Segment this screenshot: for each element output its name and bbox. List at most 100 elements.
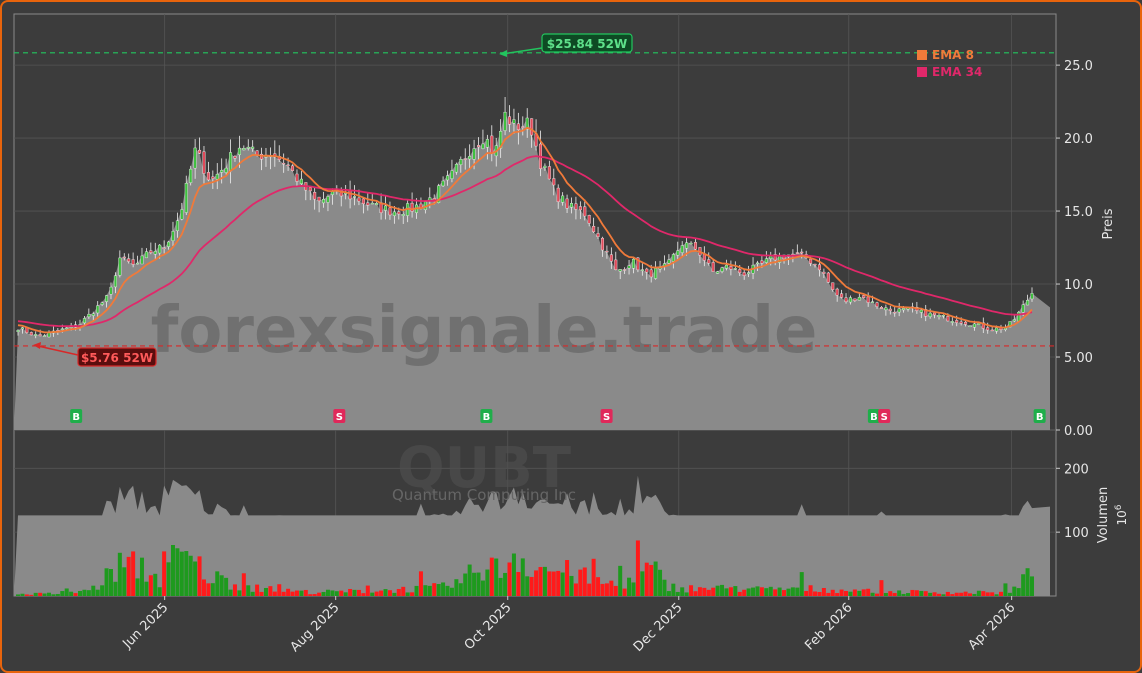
candle-up [503,111,507,131]
candle-up [724,264,728,269]
candle-up [472,148,476,160]
candle-down [955,320,959,323]
volume-bar [817,591,822,596]
candle-up [136,262,140,265]
volume-bar [82,589,87,596]
candle-down [840,293,844,298]
candle-up [171,231,175,241]
candle-down [578,206,582,211]
candle-up [91,313,95,316]
volume-bar [55,593,60,596]
candle-up [654,268,658,279]
candle-down [388,207,392,216]
candle-up [189,168,193,183]
candle-up [950,321,954,323]
ema-34-line [17,155,1033,328]
candle-up [764,258,768,263]
price-axis-ticks: 0.00 5.00 10.0 15.0 20.0 25.0 [1056,59,1093,439]
volume-bar [914,590,919,596]
volume-bar [866,588,871,596]
price-area [14,112,1050,430]
candle-down [583,206,587,217]
price-axis-label: Preis [1101,208,1116,239]
candle-down [862,295,866,299]
volume-bar [1030,576,1034,596]
candle-down [516,123,520,130]
volume-bar [733,586,738,596]
candle-down [879,307,883,309]
volume-bar [472,572,477,596]
candle-up [167,241,171,247]
volume-bar [418,571,423,596]
candle-up [158,244,162,254]
volume-bar [560,572,565,596]
candle-down [773,254,777,261]
price-tick-label: 15.0 [1064,205,1093,220]
volume-bar [813,591,818,596]
candle-down [198,149,202,154]
volume-bar [782,590,787,596]
candle-up [618,269,622,272]
volume-bar [250,591,255,596]
candle-up [229,152,233,172]
date-tick-label: Apr 2026 [966,600,1019,653]
candle-down [711,262,715,272]
price-tick-label: 5.00 [1064,351,1093,366]
candle-down [131,259,135,265]
volume-bar [795,587,800,596]
candle-up [995,327,999,332]
candle-down [202,151,206,174]
volume-bar [401,586,406,596]
volume-bar [821,587,826,596]
price-tick-label: 0.00 [1064,424,1093,439]
volume-bar [839,589,844,596]
volume-bar [671,583,676,596]
candle-down [636,257,640,271]
candle-down [490,135,494,154]
volume-bar [724,588,729,596]
candle-up [193,147,197,169]
volume-bar [463,573,468,596]
volume-bar [325,589,330,596]
candle-up [871,301,875,303]
candle-up [676,250,680,256]
candle-up [512,119,516,124]
company-watermark: Quantum Computing Inc [392,486,576,504]
candle-up [525,117,529,130]
volume-bar [290,591,295,596]
volume-bar [906,593,911,596]
volume-bar [396,589,401,596]
candle-up [499,131,503,149]
candle-down [565,198,569,209]
candle-up [246,146,250,149]
candle-down [127,258,131,262]
candle-down [313,192,317,200]
candle-up [437,185,441,203]
volume-bar [113,581,118,596]
candle-up [627,265,631,269]
candle-up [968,325,972,328]
candle-up [441,180,445,187]
volume-bar [64,588,69,596]
volume-bar [286,588,291,596]
legend: EMA 8 EMA 34 [917,48,982,79]
volume-bar [467,564,472,596]
candle-up [20,327,24,330]
volume-bar [600,583,605,596]
volume-bar [573,583,578,596]
candle-down [361,198,365,205]
volume-bar [108,569,113,596]
volume-bar [343,592,348,596]
legend-ema34-label: EMA 34 [932,65,982,79]
candle-down [574,203,578,210]
volume-bar [591,558,596,596]
candle-up [1021,304,1025,313]
volume-bar [379,590,384,596]
volume-bar [410,592,415,596]
candle-down [149,250,153,253]
candle-up [928,312,932,317]
volume-bar [990,592,995,596]
volume-bar [427,585,432,596]
volume-bar [86,590,91,596]
candle-up [631,258,635,269]
